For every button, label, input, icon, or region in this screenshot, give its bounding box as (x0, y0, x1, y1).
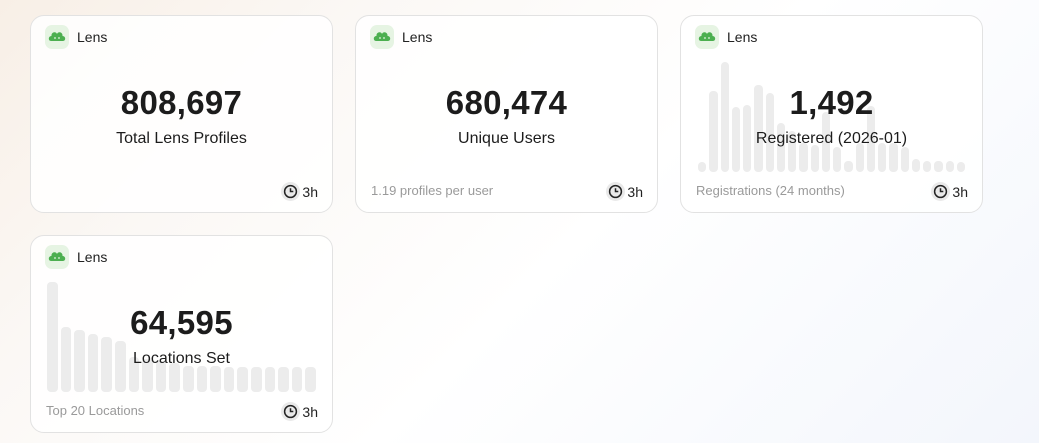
chart-bar (866, 106, 875, 172)
chart-bar (776, 122, 785, 172)
chart-bar (754, 85, 763, 172)
chart-bar (945, 161, 954, 172)
chart-bar (900, 146, 909, 172)
lens-logo-icon (370, 25, 394, 49)
chart-bar (889, 143, 898, 172)
chart-bar (196, 365, 208, 392)
freshness-indicator: 3h (931, 182, 968, 201)
chart-bar (60, 327, 72, 392)
metric-label: Locations Set (133, 350, 230, 367)
source-header: Lens (695, 25, 757, 49)
chart-bar (743, 104, 752, 172)
metric-label: Unique Users (458, 130, 555, 147)
chart-bar (155, 361, 167, 392)
chart-bar (855, 143, 864, 172)
chart-bar (810, 144, 819, 172)
source-name: Lens (77, 249, 108, 265)
chart-bar (264, 366, 276, 392)
metric-footer: Registrations (24 months) (696, 183, 845, 198)
chart-bar (278, 366, 289, 392)
metric-value: 680,474 (445, 84, 568, 121)
freshness-age: 3h (952, 183, 968, 200)
source-header: Lens (45, 25, 107, 49)
chart-bar (305, 366, 316, 392)
chart-bar (799, 143, 808, 172)
chart-bar (765, 92, 774, 172)
lens-logo-icon (45, 25, 69, 49)
chart-bar (956, 162, 965, 172)
chart-bar (833, 146, 842, 172)
chart-bar (114, 341, 126, 392)
source-name: Lens (727, 29, 758, 45)
chart-bar (169, 363, 180, 392)
chart-bar (844, 161, 853, 172)
source-header: Lens (370, 25, 432, 49)
clock-icon (931, 182, 951, 201)
chart-bar (788, 131, 797, 172)
source-header: Lens (45, 245, 107, 269)
chart-bar (250, 366, 262, 392)
sparkbar-chart (47, 282, 316, 392)
chart-bar (47, 282, 58, 392)
freshness-age: 3h (302, 183, 318, 200)
chart-bar (142, 359, 153, 392)
lens-logo-icon (695, 25, 719, 49)
clock-icon (281, 402, 301, 421)
metric-card[interactable]: Lens 680,474 Unique Users 1.19 profiles … (355, 15, 658, 213)
metric-label: Registered (2026-01) (755, 130, 908, 147)
metric-value: 808,697 (120, 84, 243, 121)
chart-bar (87, 333, 99, 392)
chart-bar (74, 330, 85, 392)
freshness-indicator: 3h (606, 182, 643, 201)
source-name: Lens (77, 29, 108, 45)
chart-bar (210, 365, 221, 392)
lens-logo-icon (45, 245, 69, 269)
chart-bar (878, 143, 887, 172)
metric-value: 64,595 (130, 304, 233, 341)
chart-bar (698, 162, 707, 172)
freshness-age: 3h (627, 183, 643, 200)
chart-bar (223, 366, 235, 392)
chart-bar (911, 158, 920, 172)
metric-footer: Top 20 Locations (46, 403, 145, 418)
freshness-indicator: 3h (281, 402, 318, 421)
sparkbar-chart (698, 62, 965, 172)
chart-bar (128, 356, 140, 392)
chart-bar (821, 111, 830, 172)
chart-bar (709, 90, 718, 172)
metric-card[interactable]: Lens 1,492 Registered (2026-01) Registra… (680, 15, 983, 213)
chart-bar (923, 161, 932, 172)
clock-icon (281, 182, 301, 201)
metric-card[interactable]: Lens 64,595 Locations Set Top 20 Locatio… (30, 235, 333, 433)
chart-bar (731, 107, 740, 172)
chart-bar (101, 337, 112, 392)
freshness-indicator: 3h (281, 182, 318, 201)
metric-footer: 1.19 profiles per user (371, 183, 494, 198)
freshness-age: 3h (302, 403, 318, 420)
metric-value: 1,492 (789, 84, 874, 121)
chart-bar (237, 366, 248, 392)
source-name: Lens (402, 29, 433, 45)
chart-bar (934, 161, 943, 172)
clock-icon (606, 182, 626, 201)
metric-card[interactable]: Lens 808,697 Total Lens Profiles 3h (30, 15, 333, 213)
metric-label: Total Lens Profiles (116, 130, 247, 147)
chart-bar (720, 62, 729, 172)
chart-bar (291, 366, 303, 392)
chart-bar (182, 365, 194, 392)
